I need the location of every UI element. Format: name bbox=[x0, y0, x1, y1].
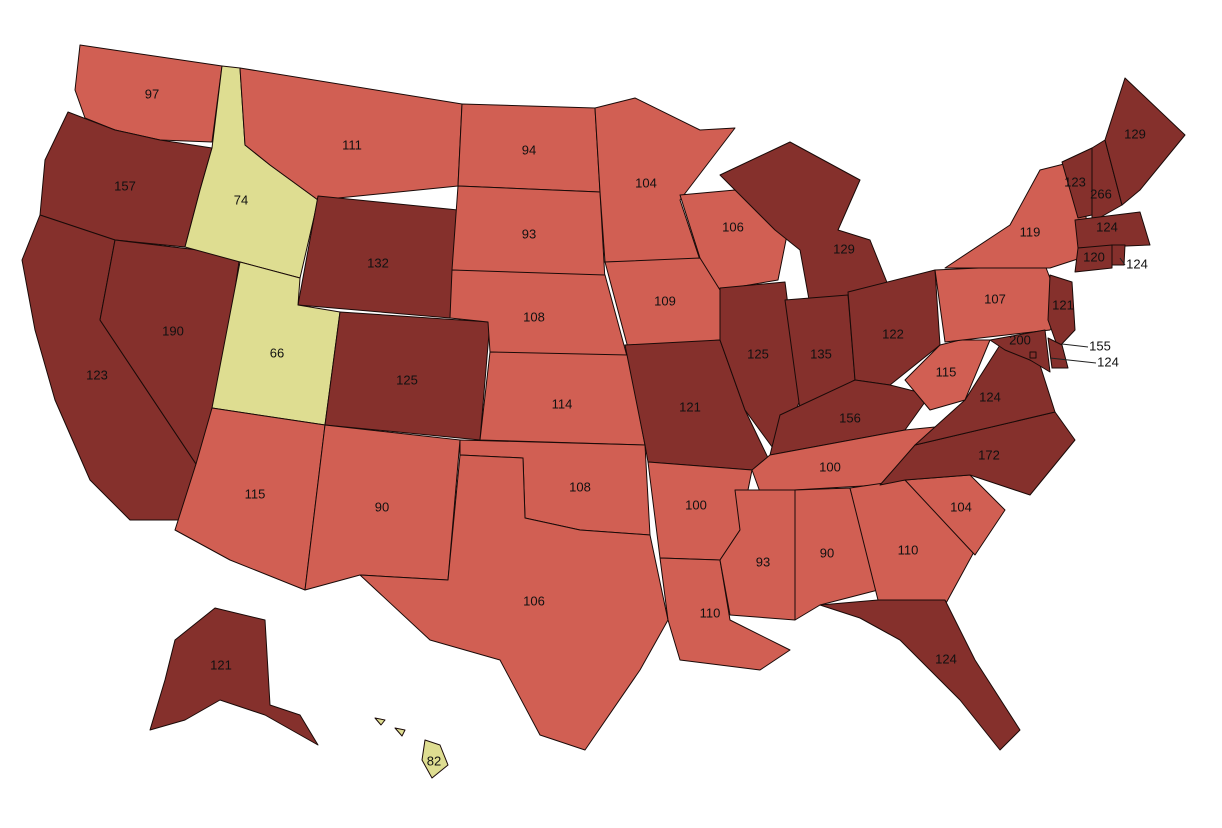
state-value-label-id: 74 bbox=[234, 192, 248, 207]
state-me bbox=[1104, 77, 1186, 206]
state-value-label-sd: 93 bbox=[522, 226, 536, 241]
state-ct bbox=[1074, 244, 1113, 273]
state-ma bbox=[1074, 211, 1151, 249]
state-value-label-ia: 109 bbox=[654, 293, 676, 308]
state-value-label-ok: 108 bbox=[569, 479, 591, 494]
state-value-label-nh: 266 bbox=[1090, 186, 1112, 201]
state-value-label-me: 129 bbox=[1124, 126, 1146, 141]
state-value-label-mo: 121 bbox=[679, 399, 701, 414]
state-value-label-in: 135 bbox=[810, 346, 832, 361]
state-value-label-la: 110 bbox=[700, 605, 721, 620]
leader-line-ri bbox=[1119, 257, 1126, 266]
state-al bbox=[794, 487, 879, 621]
state-md bbox=[989, 329, 1051, 373]
state-tx bbox=[359, 454, 669, 751]
state-mn bbox=[594, 97, 736, 263]
state-value-label-il: 125 bbox=[747, 346, 769, 361]
state-value-label-ar: 100 bbox=[685, 497, 707, 512]
state-value-label-hi: 82 bbox=[427, 753, 441, 768]
state-value-label-ak: 121 bbox=[210, 657, 232, 672]
state-value-label-az: 115 bbox=[245, 486, 266, 501]
labels-layer: 97 157 123 190 74 111 132 66 125 115 90 94 93 108 114 1… bbox=[86, 86, 1148, 768]
state-value-label-tn: 100 bbox=[819, 459, 841, 474]
state-value-label-mn: 104 bbox=[635, 175, 657, 190]
state-value-label-ma: 124 bbox=[1096, 219, 1118, 234]
state-value-label-wi: 106 bbox=[722, 219, 744, 234]
state-value-label-vt: 123 bbox=[1064, 174, 1086, 189]
state-value-label-ri: 124 bbox=[1126, 256, 1148, 271]
state-value-label-ga: 110 bbox=[898, 542, 919, 557]
state-value-label-dc: 124 bbox=[1097, 354, 1119, 369]
state-value-label-al: 90 bbox=[820, 545, 834, 560]
state-value-label-ms: 93 bbox=[756, 554, 770, 569]
state-value-label-ut: 66 bbox=[270, 345, 284, 360]
state-value-label-md: 200 bbox=[1009, 332, 1031, 347]
leader-line-dc bbox=[1049, 357, 1097, 364]
state-value-label-or: 157 bbox=[114, 178, 136, 193]
state-value-label-nm: 90 bbox=[375, 499, 389, 514]
state-value-label-wv: 115 bbox=[936, 364, 957, 379]
state-value-label-va: 124 bbox=[979, 389, 1001, 404]
state-mi bbox=[719, 141, 891, 306]
state-value-label-tx: 106 bbox=[523, 593, 545, 608]
state-value-label-pa: 107 bbox=[984, 291, 1006, 306]
state-value-label-nj: 121 bbox=[1052, 297, 1074, 312]
state-value-label-ca: 123 bbox=[86, 367, 108, 382]
state-ak bbox=[149, 607, 319, 746]
leader-line-de bbox=[1061, 343, 1089, 348]
state-dc bbox=[1029, 351, 1037, 359]
state-de bbox=[1047, 337, 1069, 369]
state-value-label-co: 125 bbox=[396, 372, 418, 387]
state-value-label-ny: 119 bbox=[1020, 224, 1041, 239]
state-value-label-ct: 120 bbox=[1083, 249, 1105, 264]
state-value-label-nd: 94 bbox=[522, 142, 536, 157]
state-value-label-nc: 172 bbox=[978, 447, 1000, 462]
state-value-label-ky: 156 bbox=[839, 410, 861, 425]
states-layer bbox=[21, 44, 1186, 779]
state-value-label-wa: 97 bbox=[145, 86, 159, 101]
state-value-label-fl: 124 bbox=[935, 651, 957, 666]
state-value-label-nv: 190 bbox=[162, 323, 184, 338]
state-value-label-mt: 111 bbox=[342, 137, 362, 152]
state-value-label-ks: 114 bbox=[552, 396, 573, 411]
state-value-label-wy: 132 bbox=[367, 255, 389, 270]
state-oh bbox=[847, 269, 941, 386]
state-value-label-mi: 129 bbox=[833, 241, 855, 256]
state-value-label-sc: 104 bbox=[950, 499, 972, 514]
state-value-label-ne: 108 bbox=[523, 309, 545, 324]
state-nj bbox=[1047, 274, 1076, 349]
state-value-label-oh: 122 bbox=[882, 326, 904, 341]
state-fl bbox=[819, 599, 1021, 751]
state-hi bbox=[374, 717, 449, 779]
state-value-label-de: 155 bbox=[1089, 338, 1111, 353]
